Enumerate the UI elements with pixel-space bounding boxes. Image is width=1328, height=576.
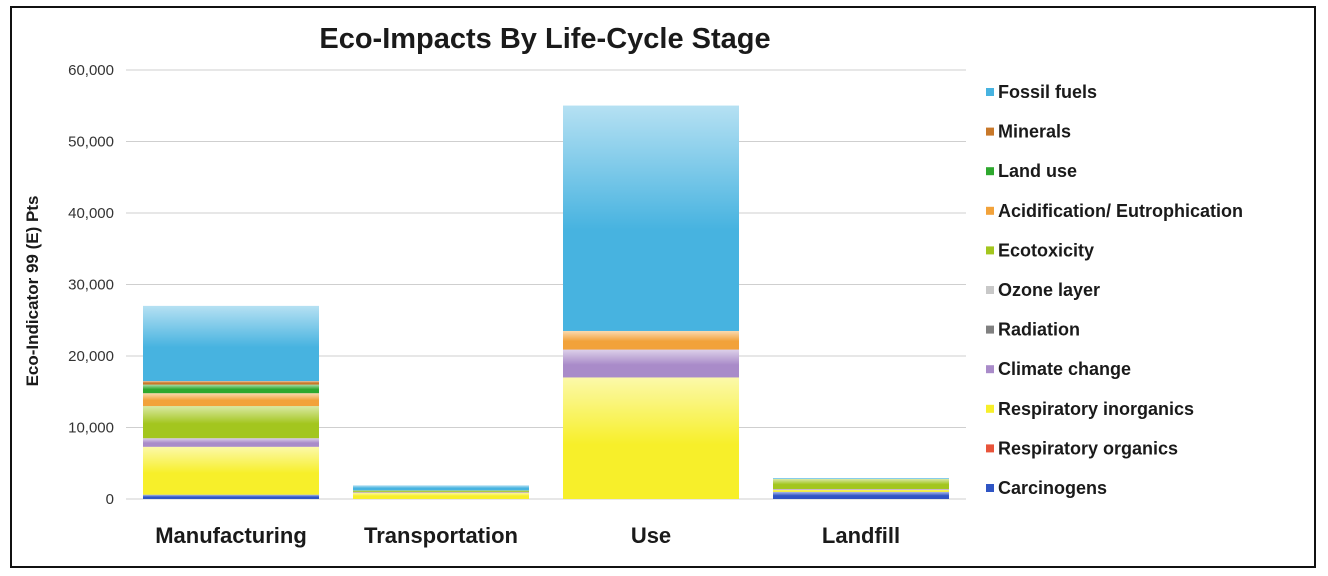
y-tick-label: 40,000 [68, 205, 114, 222]
bar-segment-shade [773, 488, 949, 490]
legend-swatch [986, 404, 994, 413]
legend-label: Ecotoxicity [998, 240, 1094, 260]
y-tick-label: 20,000 [68, 348, 114, 365]
legend-label: Radiation [998, 320, 1080, 340]
bar-stack-transportation [353, 485, 529, 499]
y-tick-label: 0 [106, 491, 114, 508]
bar-segment-shade [143, 381, 319, 385]
y-tick-label: 10,000 [68, 420, 114, 437]
x-tick-label: Manufacturing [155, 523, 307, 548]
y-tick-label: 30,000 [68, 277, 114, 294]
legend-item: Respiratory organics [986, 438, 1178, 458]
chart-frame: Eco-Impacts By Life-Cycle Stage 0 10,000 2… [10, 6, 1316, 568]
legend-swatch [986, 246, 994, 255]
legend-label: Carcinogens [998, 478, 1107, 498]
bar-segment-shade [773, 489, 949, 492]
bar-segment-shade [773, 478, 949, 489]
bar-segment-shade [563, 330, 739, 350]
legend-label: Fossil fuels [998, 82, 1097, 102]
legend-item: Ozone layer [986, 280, 1100, 300]
legend-swatch [986, 325, 994, 334]
bar-segment-shade [353, 491, 529, 493]
bar-segment-shade [563, 377, 739, 499]
legend-swatch [986, 484, 994, 492]
legend-item: Minerals [986, 122, 1071, 142]
legend-item: Respiratory inorganics [986, 399, 1194, 419]
bar-stack-manufacturing [143, 305, 319, 499]
bar-segment-shade [143, 446, 319, 495]
legend-item: Carcinogens [986, 478, 1107, 498]
legend-swatch [986, 365, 994, 374]
bar-segment-shade [143, 406, 319, 439]
bar-segment-shade [773, 478, 949, 479]
x-axis-ticks: Manufacturing Transportation Use Landfill [155, 523, 900, 548]
y-axis-ticks: 0 10,000 20,000 30,000 40,000 50,000 60,000 [68, 62, 114, 508]
bar-segment-shade [143, 305, 319, 382]
bar-segment-shade [143, 494, 319, 499]
legend-swatch [986, 167, 994, 176]
x-tick-label: Use [631, 523, 671, 548]
chart-title: Eco-Impacts By Life-Cycle Stage [319, 23, 770, 55]
legend-item: Land use [986, 161, 1077, 181]
legend-item: Fossil fuels [986, 82, 1097, 102]
legend-label: Climate change [998, 359, 1131, 379]
bars [143, 105, 949, 499]
legend-item: Radiation [986, 320, 1080, 340]
bar-segment-shade [563, 105, 739, 331]
bar-stack-landfill [773, 478, 949, 499]
legend-item: Climate change [986, 359, 1131, 379]
legend-swatch [986, 127, 994, 136]
bar-segment-shade [143, 438, 319, 447]
bar-segment-shade [143, 393, 319, 407]
y-tick-label: 50,000 [68, 134, 114, 151]
legend-label: Respiratory inorganics [998, 399, 1194, 419]
bar-segment-shade [353, 485, 529, 491]
bar-segment-shade [773, 491, 949, 499]
legend-swatch [986, 206, 994, 215]
legend-swatch [986, 88, 994, 96]
legend-label: Land use [998, 161, 1077, 181]
bar-segment-shade [143, 384, 319, 394]
x-tick-label: Landfill [822, 523, 900, 548]
bar-segment-shade [353, 492, 529, 499]
legend-label: Ozone layer [998, 280, 1100, 300]
stacked-bar-chart: Eco-Impacts By Life-Cycle Stage 0 10,000 2… [23, 23, 1243, 548]
legend-label: Acidification/ Eutrophication [998, 201, 1243, 221]
legend-swatch [986, 286, 994, 294]
legend-swatch [986, 444, 994, 453]
x-tick-label: Transportation [364, 523, 518, 548]
y-axis-label: Eco-Indicator 99 (E) Pts [23, 196, 42, 387]
y-tick-label: 60,000 [68, 62, 114, 79]
bar-segment-shade [563, 349, 739, 378]
bar-stack-use [563, 105, 739, 499]
legend-item: Acidification/ Eutrophication [986, 201, 1243, 221]
legend-item: Ecotoxicity [986, 240, 1094, 260]
bar-segment-shade [353, 490, 529, 492]
legend: Fossil fuels Minerals Land use Acidificatio… [986, 82, 1243, 498]
legend-label: Minerals [998, 122, 1071, 142]
legend-label: Respiratory organics [998, 438, 1178, 458]
